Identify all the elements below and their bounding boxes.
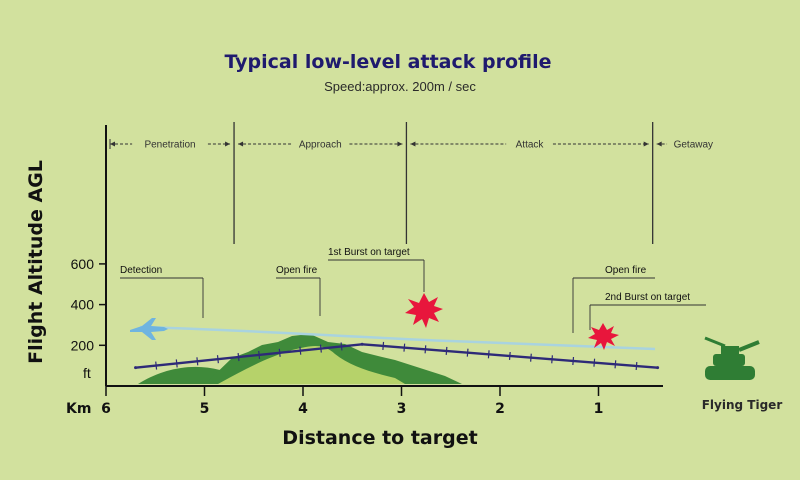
flight-path-tick bbox=[155, 361, 158, 370]
phase-arrowhead bbox=[643, 141, 649, 147]
terrain-clearance-line bbox=[139, 325, 656, 351]
y-axis-ticks: 200 400 600 bbox=[71, 256, 106, 353]
annotation-label: Open fire bbox=[605, 265, 647, 276]
flight-path-tick bbox=[424, 345, 427, 354]
flight-path-tick bbox=[508, 351, 511, 361]
flight-path-tick bbox=[299, 346, 302, 355]
explosion-icon bbox=[588, 323, 619, 350]
terrain-hills bbox=[138, 334, 462, 384]
phase-arrowhead bbox=[410, 141, 416, 147]
phase-arrowhead bbox=[238, 141, 244, 147]
phase-arrowhead bbox=[225, 141, 231, 147]
flight-path-tick bbox=[403, 343, 406, 352]
phase-label: Approach bbox=[299, 140, 342, 151]
x-tick-label: 4 bbox=[298, 401, 308, 417]
x-axis-ticks: 6 5 4 3 2 1 bbox=[101, 386, 603, 417]
annotation-label: Detection bbox=[120, 265, 162, 276]
x-axis-title: Distance to target bbox=[282, 427, 477, 449]
flight-path-tick bbox=[196, 357, 199, 366]
phase-arrowhead bbox=[110, 141, 115, 147]
flight-path-point bbox=[360, 342, 364, 346]
annotation-label: 2nd Burst on target bbox=[605, 292, 690, 303]
chart-subtitle: Speed:approx. 200m / sec bbox=[324, 79, 476, 94]
phase-arrowhead bbox=[656, 141, 662, 147]
annotation-label: 1st Burst on target bbox=[328, 247, 410, 258]
x-tick-label: 3 bbox=[397, 401, 407, 417]
y-tick-label: 400 bbox=[71, 297, 95, 313]
flight-path-tick bbox=[340, 342, 343, 351]
flight-path-tick bbox=[237, 353, 240, 362]
flight-path-tick bbox=[216, 355, 219, 364]
flight-path-tick bbox=[445, 346, 448, 356]
phase-arrowhead bbox=[397, 141, 403, 147]
x-unit-label: Km bbox=[66, 401, 91, 417]
brand-label: Flying Tiger bbox=[702, 398, 783, 412]
flight-path bbox=[134, 341, 660, 371]
flight-path-tick bbox=[593, 358, 596, 367]
annotations: Detection Open fire 1st Burst on target Ope… bbox=[120, 247, 706, 333]
flight-path-tick bbox=[466, 348, 469, 357]
y-tick-label: 600 bbox=[71, 256, 95, 272]
phase-label: Attack bbox=[516, 140, 545, 151]
flight-path-tick bbox=[487, 350, 490, 359]
y-tick-label: 200 bbox=[71, 337, 95, 353]
flight-path-tick bbox=[175, 359, 178, 368]
flight-path-tick bbox=[382, 341, 385, 350]
flight-path-tick bbox=[551, 355, 553, 364]
flight-path-tick bbox=[258, 350, 261, 359]
phase-label: Penetration bbox=[144, 140, 195, 151]
jet-icon bbox=[130, 318, 168, 340]
phase-bands: Penetration Approach Attack Getaway bbox=[109, 122, 713, 244]
flight-path-point bbox=[656, 366, 660, 370]
chart-title: Typical low-level attack profile bbox=[224, 51, 551, 73]
explosion-icon bbox=[405, 293, 443, 328]
flight-path-point bbox=[134, 366, 138, 370]
tank-icon bbox=[704, 336, 760, 380]
x-tick-label: 6 bbox=[101, 401, 111, 417]
flight-path-tick bbox=[319, 344, 322, 353]
annotation-label: Open fire bbox=[276, 265, 318, 276]
y-unit-label: ft bbox=[83, 365, 91, 381]
x-tick-label: 5 bbox=[200, 401, 210, 417]
flight-path-tick bbox=[278, 348, 281, 357]
x-tick-label: 1 bbox=[594, 401, 604, 417]
phase-label: Getaway bbox=[674, 140, 713, 151]
flight-path-tick bbox=[635, 361, 638, 371]
flight-path-tick bbox=[572, 356, 575, 366]
flight-path-tick bbox=[530, 353, 532, 362]
x-tick-label: 2 bbox=[495, 401, 505, 417]
flight-path-tick bbox=[614, 360, 617, 369]
y-axis-title: Flight Altitude AGL bbox=[25, 160, 47, 364]
